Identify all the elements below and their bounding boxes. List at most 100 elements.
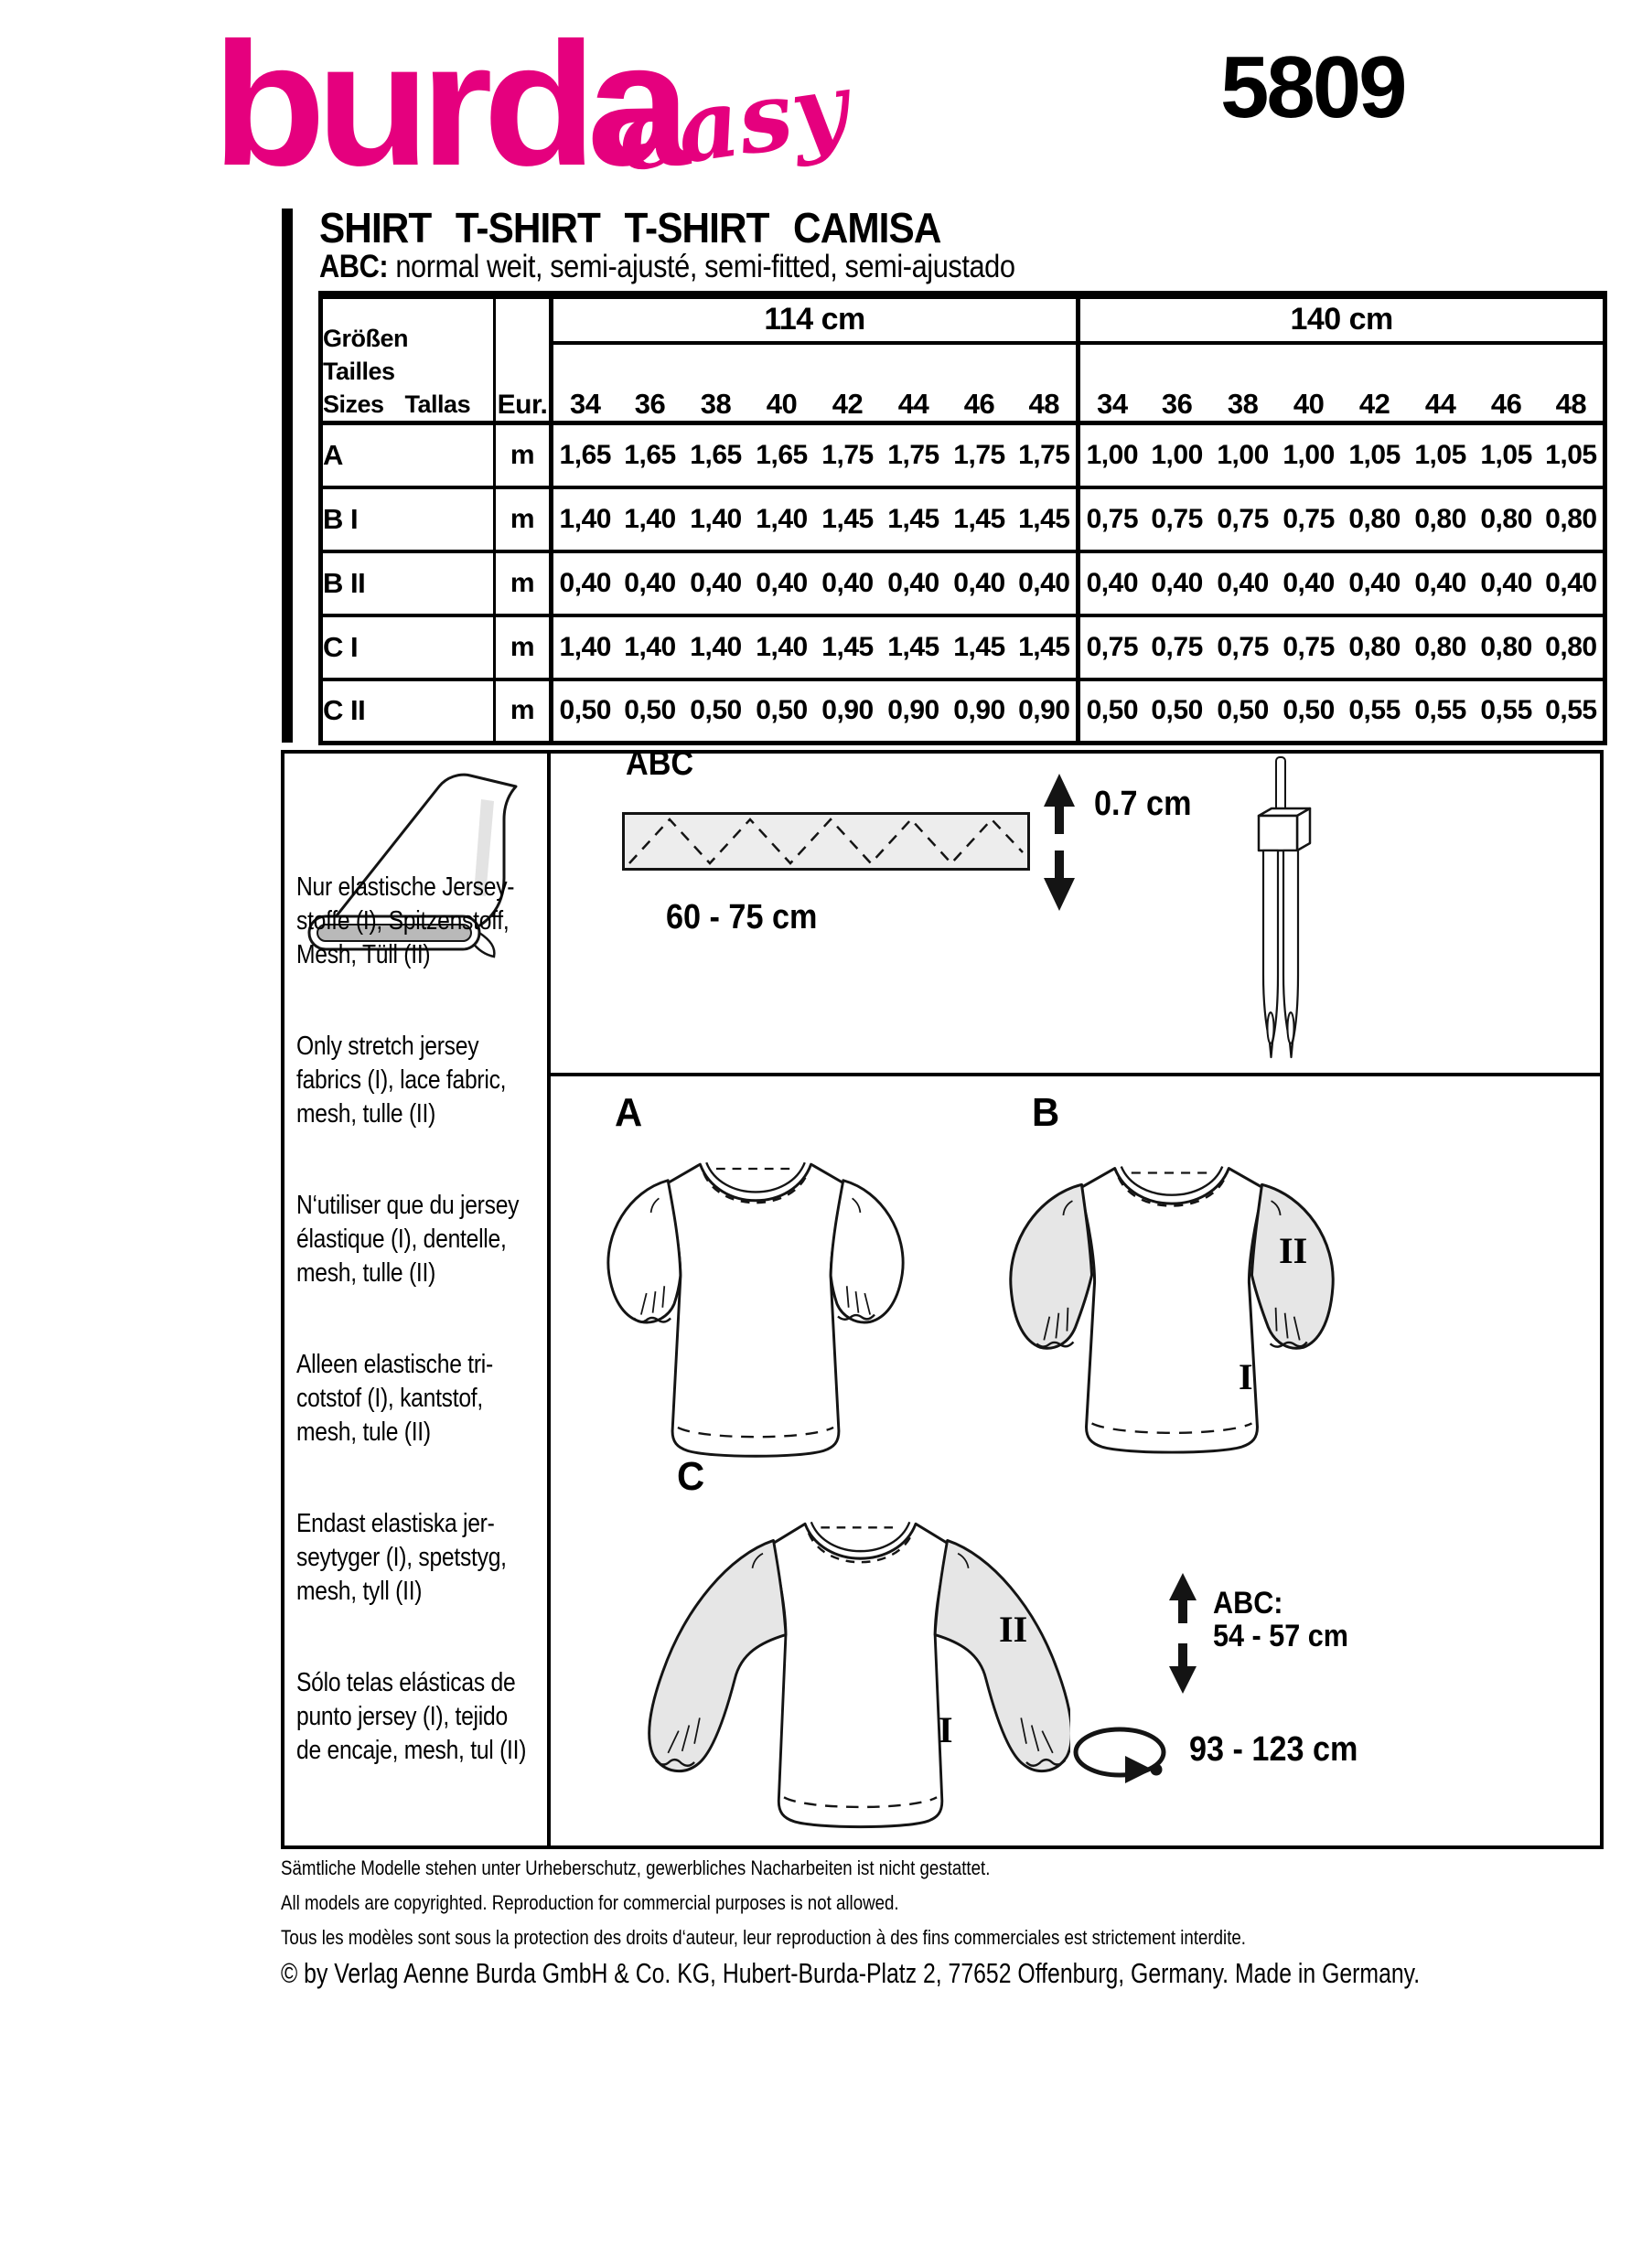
yardage-cell: 0,75 <box>1275 487 1342 553</box>
yardage-cell: 1,45 <box>880 487 947 553</box>
yardage-cell: 0,40 <box>946 551 1013 617</box>
yardage-cell: 1,40 <box>617 487 683 553</box>
yardage-cell: 1,40 <box>748 615 815 681</box>
burda-logo: burda <box>212 5 691 202</box>
yardage-cell: 0,80 <box>1473 487 1540 553</box>
view-piece-label: A <box>320 423 496 489</box>
yardage-cell: 0,75 <box>1078 615 1144 681</box>
yardage-cell: 1,40 <box>551 615 617 681</box>
yardage-cell: 0,90 <box>946 679 1013 745</box>
width-group-140: 140 cm <box>1078 294 1605 345</box>
yardage-cell: 1,65 <box>551 423 617 489</box>
yardage-cell: 0,55 <box>1407 679 1474 745</box>
view-c-contrast-fabric-label: II <box>999 1609 1028 1650</box>
fit-subtitle-text: normal weit, semi-ajusté, semi-fitted, s… <box>388 249 1015 284</box>
length-views-label: ABC: <box>1213 1586 1283 1621</box>
yardage-cell: 0,40 <box>880 551 947 617</box>
copyright-line: Tous les modèles sont sous la protection… <box>281 1926 1246 1949</box>
yardage-cell: 1,45 <box>814 487 881 553</box>
size-column-header: 36 <box>617 342 683 425</box>
yardage-cell: 1,75 <box>1012 423 1081 489</box>
yardage-cell: 0,75 <box>1209 615 1276 681</box>
yardage-cell: 1,05 <box>1539 423 1605 489</box>
size-header-row: 34 36 38 40 42 44 46 48 34 36 38 40 42 44 46 48 <box>321 342 1605 425</box>
yardage-cell: 1,05 <box>1407 423 1474 489</box>
size-column-header: 46 <box>946 342 1013 425</box>
yardage-cell: 1,40 <box>748 487 815 553</box>
yardage-cell: 0,50 <box>1143 679 1210 745</box>
yardage-cell: 0,75 <box>1143 487 1210 553</box>
fit-subtitle: ABC: normal weit, semi-ajusté, semi-fitt… <box>319 249 1015 285</box>
unit-cell: m <box>494 423 553 489</box>
size-column-header: 40 <box>748 342 815 425</box>
yardage-cell: 0,40 <box>1341 551 1408 617</box>
twin-needle-icon <box>1257 756 1312 1059</box>
fabric-advice-paragraph: N‘utiliser que du jersey élastique (I), … <box>296 1191 520 1288</box>
length-value-label: 54 - 57 cm <box>1213 1619 1349 1653</box>
fabric-requirement-row: B II m 0,40 0,40 0,40 0,40 0,40 0,40 0,40 0,40 0,4… <box>320 551 1605 617</box>
garment-c-drawing <box>648 1521 1070 1829</box>
yardage-cell: 0,75 <box>1275 615 1342 681</box>
unit-cell: m <box>494 487 553 553</box>
yardage-cell: 0,50 <box>617 679 683 745</box>
fabric-advice-paragraph: Only stretch jersey fabrics (I), lace fa… <box>296 1032 507 1129</box>
size-column-header: 38 <box>1209 342 1276 425</box>
size-column-header: 42 <box>814 342 881 425</box>
yardage-cell: 0,40 <box>682 551 749 617</box>
yardage-cell: 1,75 <box>880 423 947 489</box>
yardage-cell: 0,40 <box>1078 551 1144 617</box>
size-column-header: 36 <box>1143 342 1210 425</box>
publisher-copyright: © by Verlag Aenne Burda GmbH & Co. KG, H… <box>281 1957 1421 1989</box>
strip-width-arrow-icon <box>1044 774 1075 911</box>
yardage-cell: 0,40 <box>1275 551 1342 617</box>
yardage-cell: 0,50 <box>682 679 749 745</box>
size-column-header: 38 <box>682 342 749 425</box>
yardage-cell: 1,40 <box>682 615 749 681</box>
view-piece-label: C I <box>320 615 496 681</box>
view-c-main-fabric-label: I <box>939 1709 953 1750</box>
yardage-cell: 1,45 <box>946 487 1013 553</box>
size-column-header: 48 <box>1539 342 1605 425</box>
garment-b-drawing <box>1009 1166 1335 1454</box>
yardage-cell: 1,45 <box>1012 487 1081 553</box>
yardage-cell: 1,65 <box>682 423 749 489</box>
view-b-main-fabric-label: I <box>1239 1356 1253 1397</box>
yardage-cell: 1,40 <box>617 615 683 681</box>
yardage-cell: 0,90 <box>814 679 881 745</box>
yardage-cell: 0,80 <box>1407 615 1474 681</box>
view-piece-label: C II <box>320 679 496 745</box>
garment-a-drawing <box>606 1161 905 1458</box>
yardage-cell: 0,55 <box>1341 679 1408 745</box>
unit-cell: m <box>494 679 553 745</box>
fabric-advice-paragraph: Endast elastiska jer- seytyger (I), spet… <box>296 1509 507 1606</box>
yardage-cell: 0,50 <box>1209 679 1276 745</box>
size-column-header: 44 <box>880 342 947 425</box>
copyright-notices: Sämtliche Modelle stehen unter Urhebersc… <box>281 1856 1642 1961</box>
fabric-advice-list: Nur elastische Jersey- stoffe (I), Spitz… <box>296 871 553 1825</box>
yardage-cell: 0,75 <box>1143 615 1210 681</box>
yardage-cell: 0,50 <box>551 679 617 745</box>
yardage-cell: 0,90 <box>1012 679 1081 745</box>
yardage-cell: 1,40 <box>551 487 617 553</box>
size-column-header: 48 <box>1012 342 1081 425</box>
size-column-header: 44 <box>1407 342 1474 425</box>
strip-length-label: 60 - 75 cm <box>666 898 818 936</box>
fabric-requirements-table: Größen Tailles Sizes Tallas Eur. 114 cm … <box>318 291 1608 745</box>
elastic-strip-diagram <box>622 812 1030 871</box>
yardage-cell: 0,40 <box>1539 551 1605 617</box>
fabric-advice-paragraph: Nur elastische Jersey- stoffe (I), Spitz… <box>296 872 515 969</box>
yardage-cell: 0,80 <box>1539 487 1605 553</box>
strip-width-label: 0.7 cm <box>1094 785 1192 823</box>
size-column-header: 34 <box>1078 342 1144 425</box>
yardage-cell: 0,80 <box>1473 615 1540 681</box>
yardage-cell: 0,40 <box>617 551 683 617</box>
yardage-cell: 1,75 <box>946 423 1013 489</box>
yardage-cell: 0,80 <box>1407 487 1474 553</box>
yardage-cell: 0,50 <box>1078 679 1144 745</box>
fabric-advice-paragraph: Sólo telas elásticas de punto jersey (I)… <box>296 1668 527 1765</box>
pattern-number: 5809 <box>1220 38 1408 136</box>
yardage-cell: 0,50 <box>1275 679 1342 745</box>
